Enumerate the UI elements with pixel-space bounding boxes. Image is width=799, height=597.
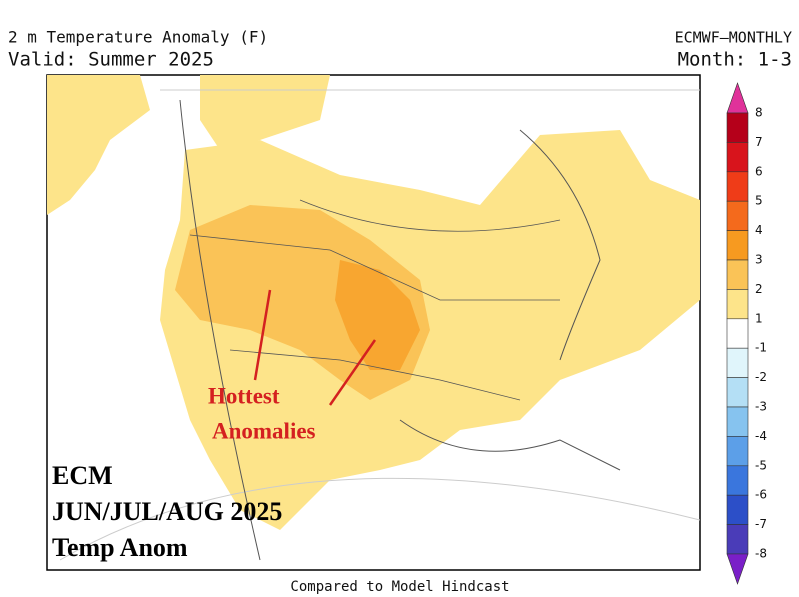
colorbar-box — [726, 230, 749, 261]
colorbar-box — [726, 406, 749, 437]
colorbar-label: -5 — [755, 458, 767, 472]
colorbar-label: -2 — [755, 370, 767, 384]
colorbar-box — [726, 377, 749, 408]
colorbar-box — [726, 171, 749, 202]
colorbar-arrow — [726, 82, 749, 114]
colorbar: 8 7 6 5 4 3 2 1 -1 -2 -3 -4 -5 -6 -7 -8 — [726, 82, 767, 585]
map-title: 2 m Temperature Anomaly (F) — [8, 28, 268, 47]
colorbar-label: 3 — [755, 253, 763, 267]
colorbar-label: -8 — [755, 547, 767, 561]
colorbar-box — [726, 494, 749, 525]
colorbar-label: 8 — [755, 106, 763, 120]
footer: Compared to Model Hindcast — [290, 579, 509, 595]
colorbar-label: 2 — [755, 282, 763, 296]
annotation: Temp Anom — [52, 533, 188, 562]
colorbar-label: 4 — [755, 223, 763, 237]
annotation: ECM — [52, 461, 113, 490]
annotation: Hottest — [208, 383, 280, 408]
colorbar-box — [726, 436, 749, 467]
colorbar-box — [726, 318, 749, 349]
colorbar-label: -3 — [755, 400, 767, 414]
colorbar-box — [726, 524, 749, 555]
annotation: JUN/JUL/AUG 2025 — [52, 497, 282, 526]
colorbar-box — [726, 259, 749, 290]
colorbar-label: -1 — [755, 341, 767, 355]
month-range: Month: 1-3 — [678, 49, 792, 71]
colorbar-label: -7 — [755, 517, 767, 531]
colorbar-label: -6 — [755, 488, 767, 502]
colorbar-label: 5 — [755, 194, 763, 208]
colorbar-label: -4 — [755, 429, 767, 443]
annotation: Anomalies — [212, 418, 316, 443]
colorbar-box — [726, 200, 749, 231]
model-name: ECMWF—MONTHLY — [675, 29, 792, 47]
colorbar-box — [726, 112, 749, 143]
colorbar-box — [726, 289, 749, 320]
colorbar-box — [726, 142, 749, 173]
colorbar-arrow — [726, 553, 749, 585]
colorbar-label: 6 — [755, 164, 763, 178]
map — [46, 74, 701, 571]
colorbar-box — [726, 347, 749, 378]
colorbar-box — [726, 465, 749, 496]
valid-period: Valid: Summer 2025 — [8, 49, 214, 71]
colorbar-label: 1 — [755, 311, 763, 325]
colorbar-label: 7 — [755, 135, 763, 149]
